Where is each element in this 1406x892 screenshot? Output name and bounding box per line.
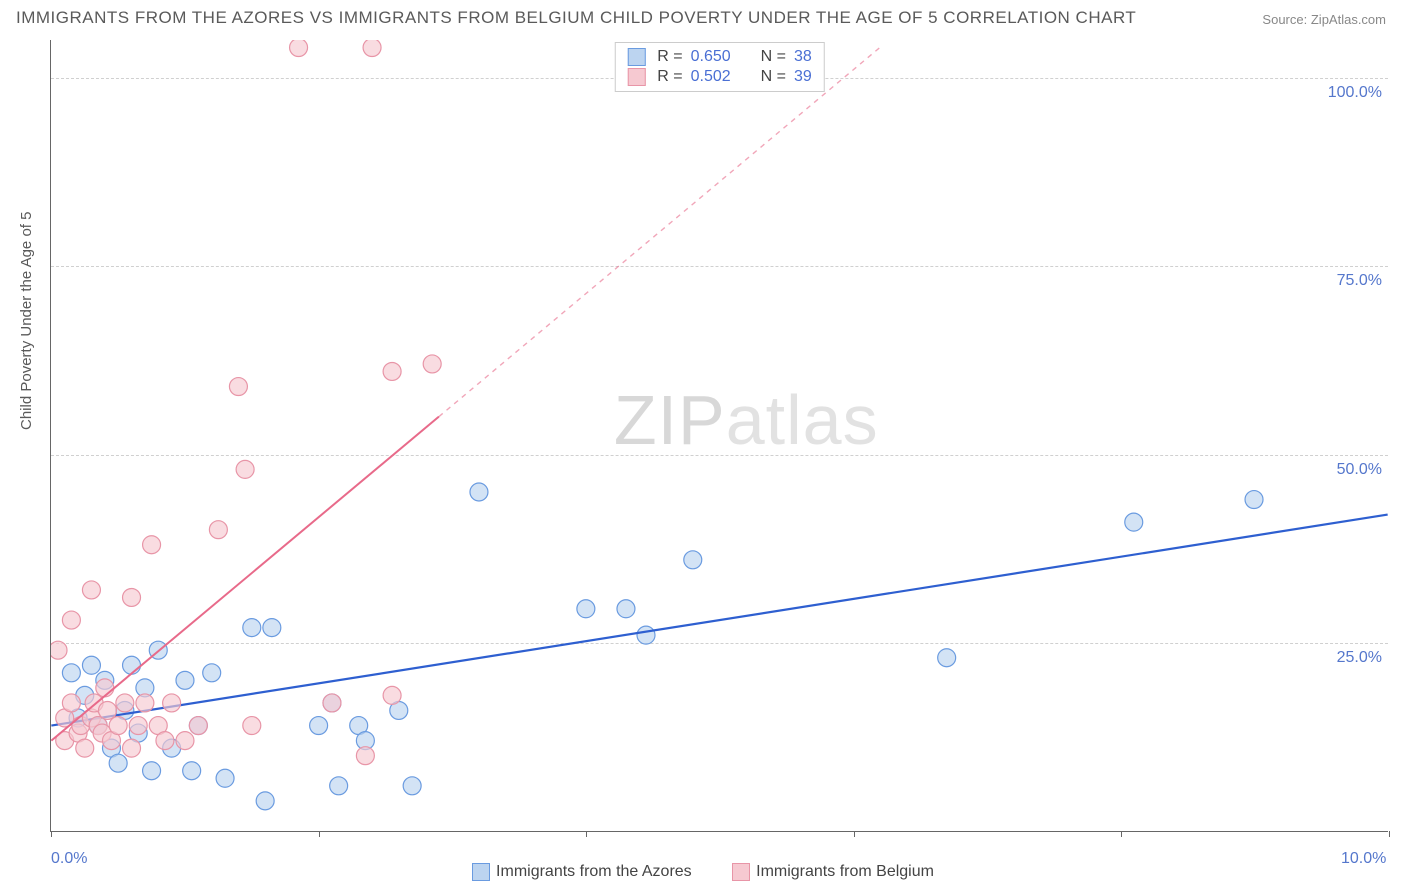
x-tick xyxy=(51,831,52,837)
data-point xyxy=(109,754,127,772)
data-point xyxy=(76,739,94,757)
data-point xyxy=(62,694,80,712)
n-value: 39 xyxy=(794,68,812,86)
data-point xyxy=(470,483,488,501)
source-label: Source: xyxy=(1262,12,1307,27)
legend-label: Immigrants from Belgium xyxy=(756,863,934,881)
data-point xyxy=(123,588,141,606)
r-label: R = xyxy=(657,48,682,66)
data-point xyxy=(176,671,194,689)
data-point xyxy=(176,732,194,750)
data-point xyxy=(310,717,328,735)
legend-correlation: R = 0.650 N = 38 R = 0.502 N = 39 xyxy=(614,42,824,92)
data-point xyxy=(423,355,441,373)
swatch-azores-icon xyxy=(472,863,490,881)
data-point xyxy=(163,694,181,712)
legend-row: R = 0.650 N = 38 xyxy=(627,47,811,67)
r-value: 0.650 xyxy=(691,48,741,66)
data-point xyxy=(383,362,401,380)
legend-bottom: Immigrants from the Azores Immigrants fr… xyxy=(0,863,1406,886)
swatch-belgium xyxy=(627,68,645,86)
data-point xyxy=(243,619,261,637)
x-tick xyxy=(319,831,320,837)
legend-item-belgium: Immigrants from Belgium xyxy=(732,863,934,881)
data-point xyxy=(229,378,247,396)
data-point xyxy=(263,619,281,637)
data-point xyxy=(577,600,595,618)
legend-row: R = 0.502 N = 39 xyxy=(627,67,811,87)
data-point xyxy=(323,694,341,712)
data-point xyxy=(82,656,100,674)
n-label: N = xyxy=(761,68,786,86)
r-label: R = xyxy=(657,68,682,86)
data-point xyxy=(216,769,234,787)
data-point xyxy=(330,777,348,795)
data-point xyxy=(156,732,174,750)
data-point xyxy=(203,664,221,682)
data-point xyxy=(637,626,655,644)
data-point xyxy=(243,717,261,735)
data-point xyxy=(143,536,161,554)
data-point xyxy=(123,656,141,674)
regression-extension xyxy=(439,48,880,417)
data-point xyxy=(82,581,100,599)
source-attribution: Source: ZipAtlas.com xyxy=(1262,12,1386,27)
data-point xyxy=(123,739,141,757)
plot-area: ZIPatlas R = 0.650 N = 38 R = 0.502 N = … xyxy=(50,40,1388,832)
data-point xyxy=(129,717,147,735)
source-value: ZipAtlas.com xyxy=(1311,12,1386,27)
x-tick xyxy=(854,831,855,837)
legend-label: Immigrants from the Azores xyxy=(496,863,692,881)
x-tick xyxy=(1121,831,1122,837)
data-point xyxy=(96,679,114,697)
data-point xyxy=(98,701,116,719)
data-point xyxy=(256,792,274,810)
data-point xyxy=(363,40,381,57)
data-point xyxy=(116,694,134,712)
data-point xyxy=(62,664,80,682)
data-point xyxy=(189,717,207,735)
data-point xyxy=(1245,491,1263,509)
data-point xyxy=(684,551,702,569)
data-point xyxy=(183,762,201,780)
chart-title: IMMIGRANTS FROM THE AZORES VS IMMIGRANTS… xyxy=(16,8,1136,28)
legend-item-azores: Immigrants from the Azores xyxy=(472,863,692,881)
data-point xyxy=(136,694,154,712)
data-point xyxy=(403,777,421,795)
data-point xyxy=(143,762,161,780)
data-point xyxy=(290,40,308,57)
data-point xyxy=(356,747,374,765)
n-label: N = xyxy=(761,48,786,66)
data-point xyxy=(938,649,956,667)
data-point xyxy=(617,600,635,618)
y-axis-label: Child Poverty Under the Age of 5 xyxy=(18,212,35,430)
r-value: 0.502 xyxy=(691,68,741,86)
chart-svg xyxy=(51,40,1388,831)
data-point xyxy=(383,686,401,704)
data-point xyxy=(51,641,67,659)
data-point xyxy=(236,460,254,478)
swatch-azores xyxy=(627,48,645,66)
data-point xyxy=(209,521,227,539)
data-point xyxy=(1125,513,1143,531)
n-value: 38 xyxy=(794,48,812,66)
data-point xyxy=(62,611,80,629)
swatch-belgium-icon xyxy=(732,863,750,881)
x-tick xyxy=(586,831,587,837)
x-tick xyxy=(1389,831,1390,837)
data-point xyxy=(109,717,127,735)
